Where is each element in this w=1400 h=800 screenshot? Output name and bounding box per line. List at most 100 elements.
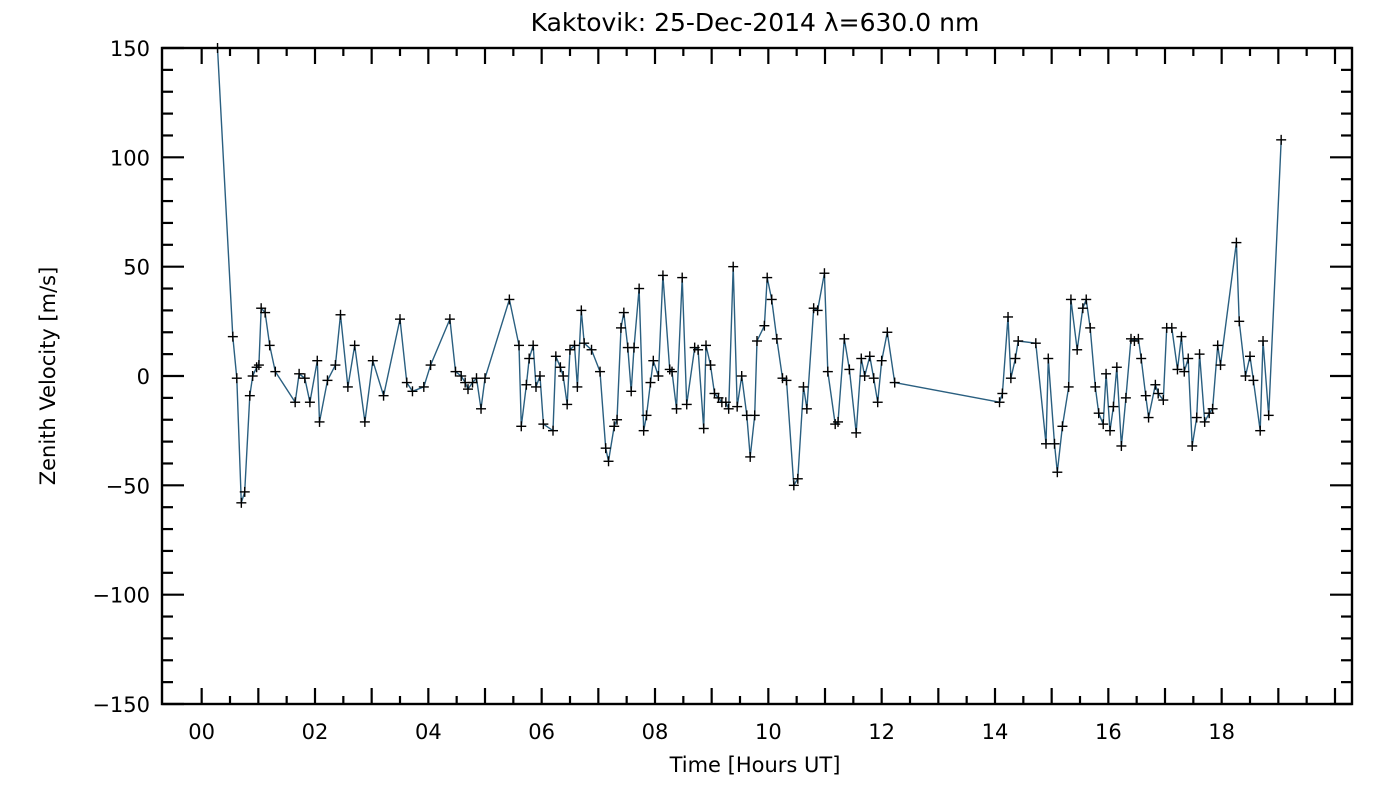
data-point-marker: [844, 364, 855, 375]
data-point-marker: [1248, 375, 1259, 386]
data-point-marker: [444, 314, 455, 325]
data-point-marker: [629, 342, 640, 353]
data-point-marker: [576, 305, 587, 316]
data-point-marker: [868, 373, 879, 384]
data-point-marker: [634, 283, 645, 294]
data-point-marker: [1176, 331, 1187, 342]
data-point-marker: [792, 473, 803, 484]
data-point-marker: [330, 360, 341, 371]
data-point-marker: [312, 355, 323, 366]
data-point-marker: [698, 423, 709, 434]
data-point-marker: [231, 373, 242, 384]
data-point-marker: [889, 377, 900, 388]
data-point-marker: [1049, 438, 1060, 449]
data-point-marker: [260, 307, 271, 318]
x-axis-ticks: 00 02 04 06 08 10 12 14 16 18: [188, 48, 1337, 744]
data-point-marker: [1183, 353, 1194, 364]
data-point-marker: [616, 322, 626, 333]
data-point-marker: [1150, 379, 1161, 390]
data-point-marker: [1194, 349, 1205, 360]
data-point-marker: [531, 381, 541, 392]
data-point-marker: [1057, 421, 1068, 432]
data-point-marker: [516, 421, 527, 432]
data-point-marker: [1231, 237, 1242, 248]
data-point-marker: [1212, 340, 1223, 351]
data-point-marker: [1093, 408, 1104, 419]
data-point-marker: [314, 416, 325, 427]
data-point-marker: [609, 421, 620, 432]
data-point-marker: [335, 309, 346, 320]
data-point-marker: [395, 314, 405, 325]
x-tick-label: 16: [1095, 720, 1122, 744]
data-point-marker: [1081, 294, 1092, 305]
x-tick-label: 04: [415, 720, 442, 744]
data-point-marker: [732, 401, 743, 412]
x-tick-label: 08: [642, 720, 669, 744]
data-point-marker: [299, 373, 310, 384]
data-point-marker: [1143, 412, 1154, 423]
data-point-marker: [618, 307, 629, 318]
data-point-marker: [253, 360, 264, 371]
x-tick-label: 00: [188, 720, 215, 744]
data-point-marker: [1215, 360, 1226, 371]
data-point-marker: [476, 403, 487, 414]
data-point-marker: [270, 366, 281, 377]
x-tick-label: 06: [528, 720, 555, 744]
data-point-marker: [812, 305, 823, 316]
data-point-marker: [693, 344, 704, 355]
data-point-marker: [997, 388, 1008, 399]
y-axis-ticks: 150 100 50 0 −50 −100 −150: [92, 37, 1352, 717]
y-axis-label: Zenith Velocity [m/s]: [36, 267, 60, 486]
data-point-marker: [1276, 134, 1287, 145]
data-point-marker: [528, 340, 539, 351]
y-tick-label: −100: [92, 584, 150, 608]
data-point-marker: [450, 366, 461, 377]
data-point-marker: [1116, 440, 1127, 451]
y-tick-label: −150: [92, 693, 150, 717]
data-point-marker: [752, 336, 762, 347]
data-point-marker: [839, 333, 850, 344]
data-point-marker: [1234, 316, 1245, 327]
data-point-marker: [1065, 294, 1076, 305]
data-point-marker: [1108, 401, 1119, 412]
data-point-marker: [463, 384, 473, 395]
data-point-marker: [720, 397, 731, 408]
data-point-marker: [1105, 425, 1116, 436]
data-point-marker: [555, 362, 566, 373]
data-point-marker: [822, 366, 833, 377]
data-point-marker: [1255, 425, 1266, 436]
data-point-marker: [762, 272, 773, 283]
data-point-marker: [851, 427, 862, 438]
data-point-marker: [745, 451, 756, 462]
data-point-marker: [1207, 403, 1218, 414]
data-point-marker: [1263, 410, 1274, 421]
data-point-marker: [1258, 336, 1269, 347]
data-point-marker: [378, 390, 389, 401]
chart-title: Kaktovik: 25-Dec-2014 λ=630.0 nm: [531, 8, 980, 37]
data-point-marker: [641, 410, 652, 421]
data-point-marker: [1120, 392, 1131, 403]
data-point-marker: [798, 381, 809, 392]
data-point-marker: [1010, 353, 1021, 364]
data-point-marker: [781, 375, 792, 386]
data-point-marker: [771, 333, 782, 344]
data-point-marker: [876, 355, 887, 366]
data-point-marker: [701, 340, 711, 351]
data-point-marker: [251, 362, 262, 373]
data-point-marker: [1153, 388, 1164, 399]
data-point-marker: [247, 371, 258, 381]
data-point-marker: [1172, 364, 1183, 375]
data-point-marker: [648, 355, 659, 366]
data-point-marker: [788, 480, 799, 491]
data-point-marker: [705, 360, 716, 371]
x-tick-label: 10: [755, 720, 782, 744]
data-point-marker: [548, 425, 558, 436]
plot-frame: [160, 46, 1354, 706]
data-point-marker: [801, 403, 812, 414]
series-layer: [216, 47, 1282, 504]
x-tick-label: 12: [868, 720, 895, 744]
data-point-marker: [1063, 381, 1074, 392]
data-point-marker: [1166, 322, 1177, 333]
data-point-marker: [600, 443, 611, 454]
data-point-marker: [480, 373, 490, 384]
